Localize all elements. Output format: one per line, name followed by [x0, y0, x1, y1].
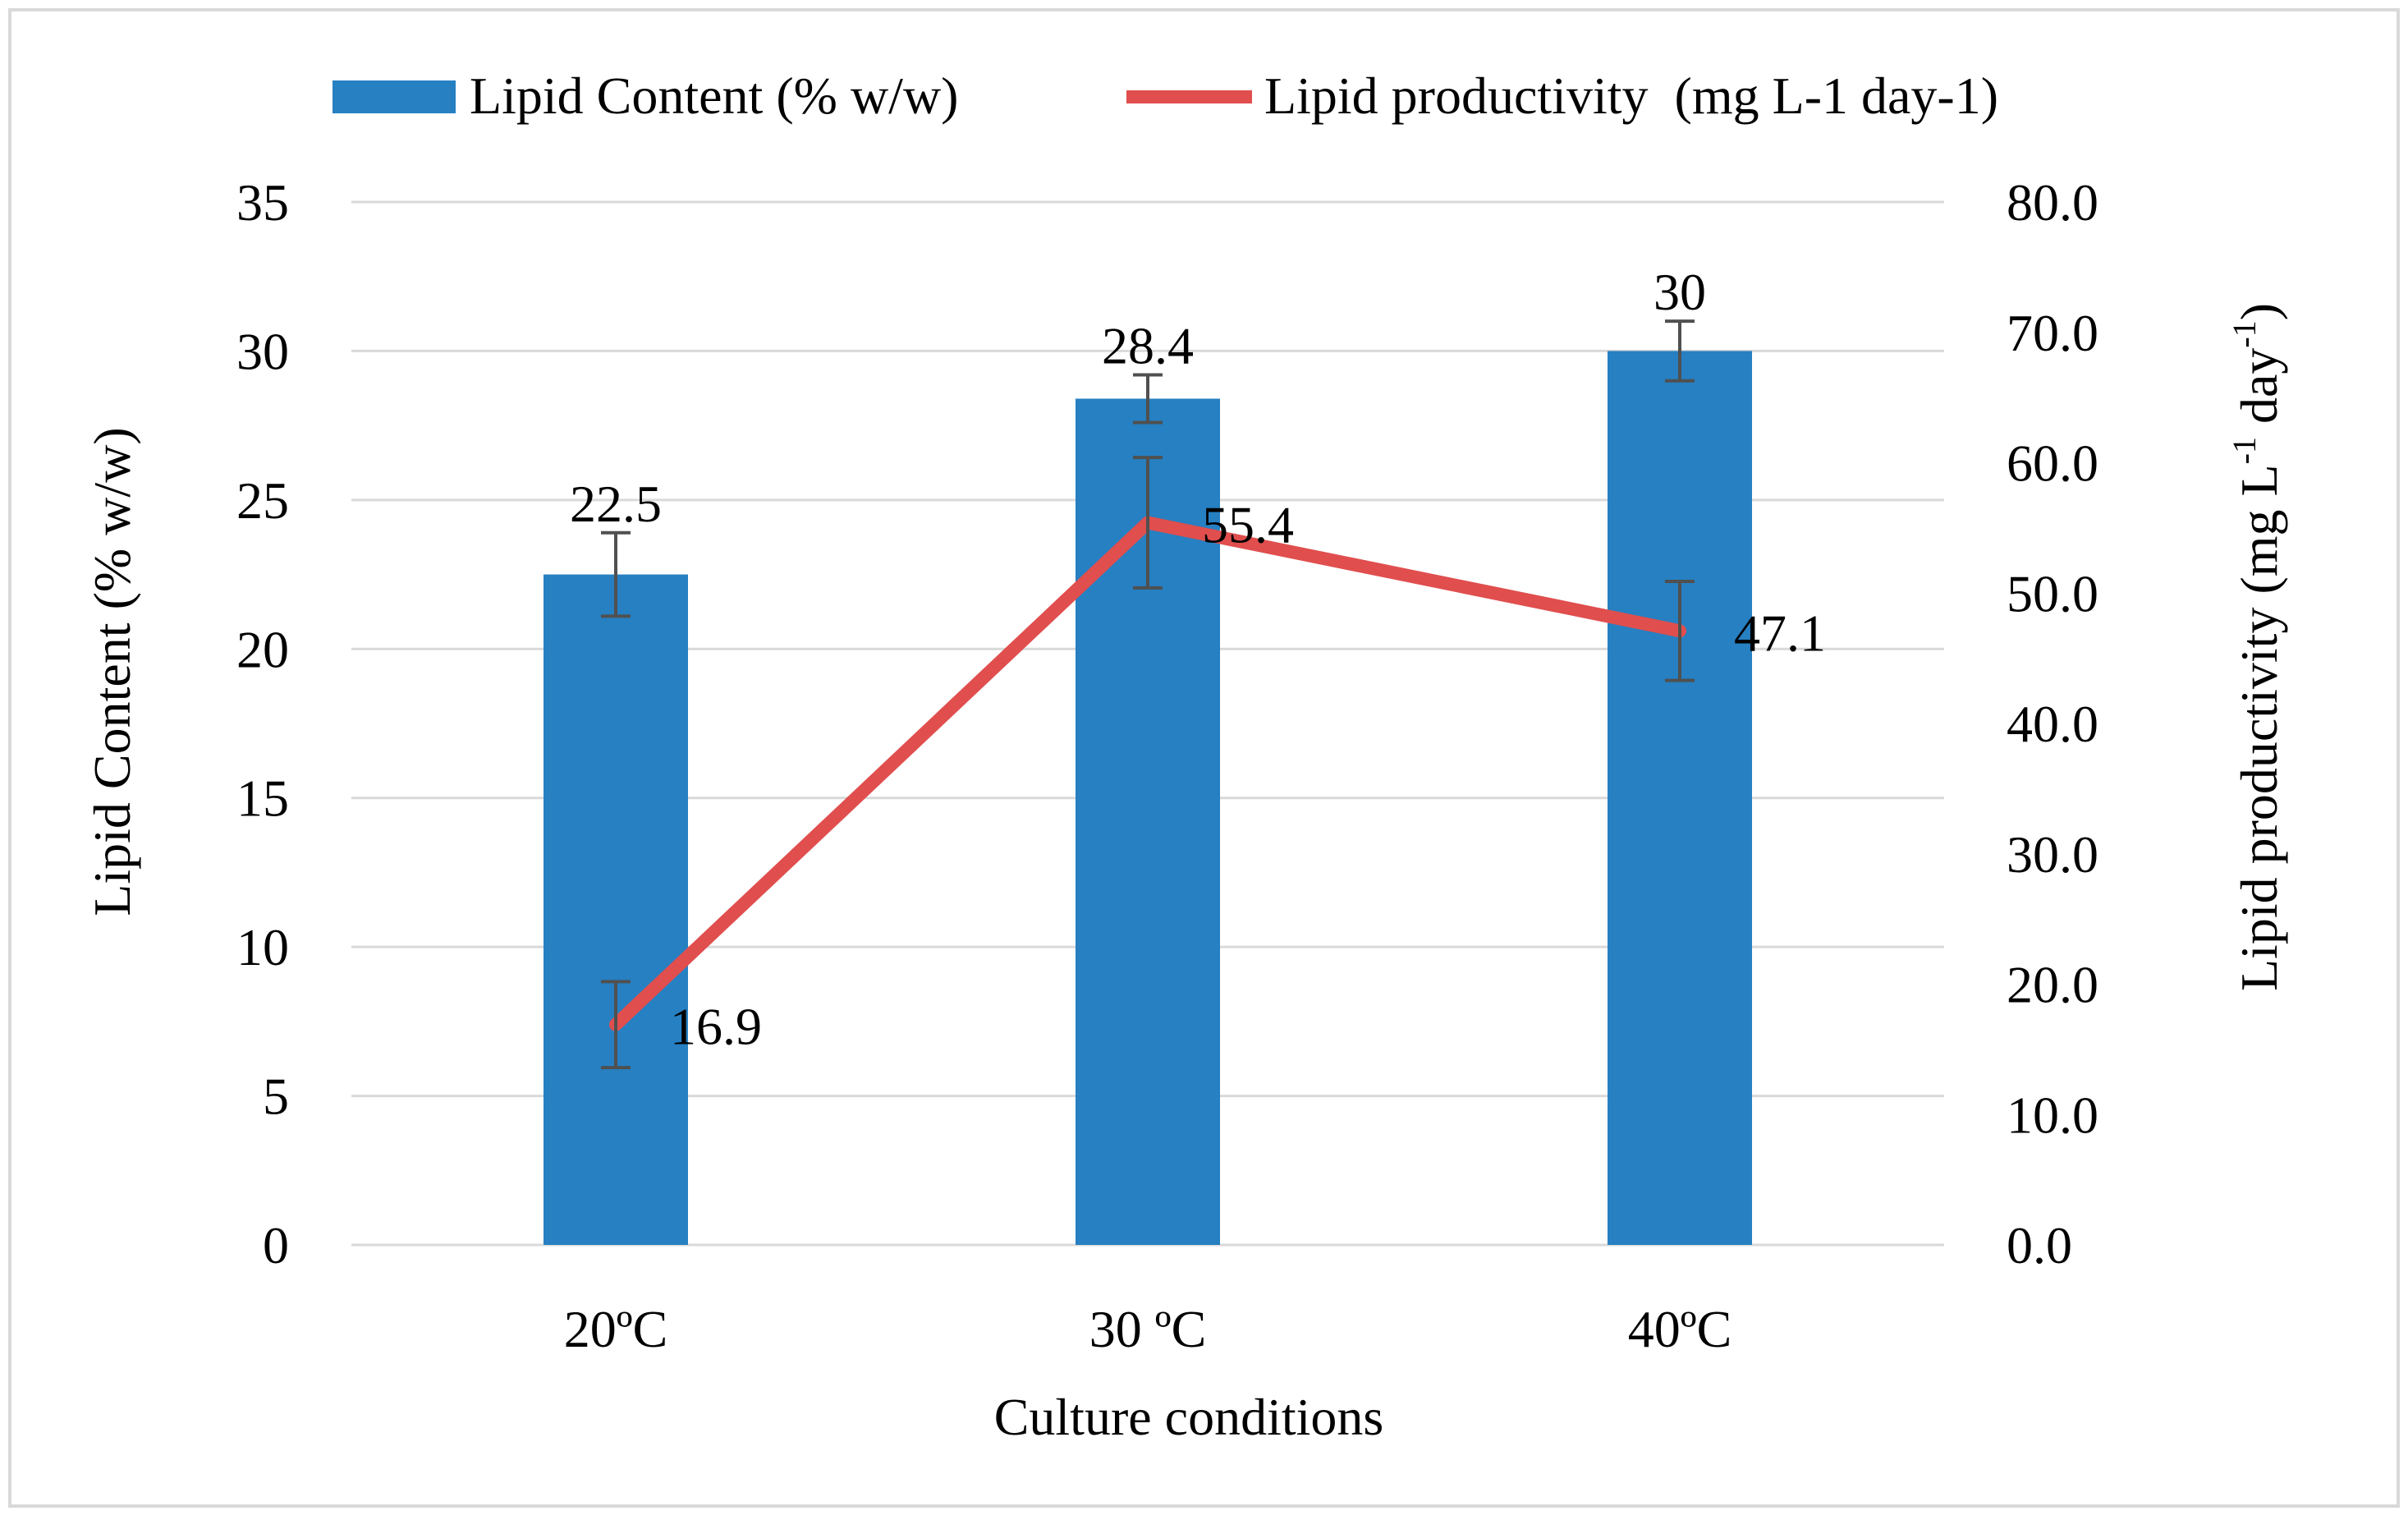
bar-error-bar — [1665, 319, 1695, 383]
left-tick-label: 30 — [236, 322, 289, 380]
bar — [1608, 351, 1752, 1245]
line-data-label: 55.4 — [1202, 496, 1294, 554]
left-axis-title: Lipid Content (% w/w) — [83, 427, 141, 916]
left-tick-label: 25 — [236, 471, 289, 530]
right-axis-title-sup2: -1 — [2226, 320, 2263, 347]
bar-error-bars — [601, 319, 1695, 618]
right-tick-label: 0.0 — [2007, 1216, 2072, 1274]
bar-error-bar — [601, 530, 631, 618]
right-axis-ticks: 0.0 10.0 20.0 30.0 40.0 50.0 60.0 70.0 80.0 — [2007, 173, 2098, 1274]
line-error-bar — [1133, 456, 1163, 590]
category-labels: 20ºC 30 ºC 40ºC — [564, 1300, 1732, 1358]
right-tick-label: 10.0 — [2007, 1086, 2098, 1144]
bar-data-label: 28.4 — [1102, 316, 1194, 374]
left-tick-label: 5 — [263, 1068, 289, 1126]
right-axis-title-mid: day — [2230, 348, 2288, 437]
bar-error-bar — [1133, 373, 1163, 425]
left-tick-label: 20 — [236, 620, 289, 678]
right-tick-label: 80.0 — [2007, 173, 2098, 232]
left-tick-label: 0 — [263, 1216, 289, 1274]
x-axis-title: Culture conditions — [994, 1388, 1384, 1446]
legend-line-label: Lipid productivity (mg L-1 day-1) — [1264, 67, 1998, 125]
left-axis-ticks: 0 5 10 15 20 25 30 35 — [236, 173, 289, 1274]
category-label: 20ºC — [564, 1300, 668, 1358]
right-tick-label: 50.0 — [2007, 564, 2098, 622]
legend: Lipid Content (% w/w) Lipid productivity… — [333, 67, 1998, 125]
right-tick-label: 40.0 — [2007, 695, 2098, 753]
bar-data-label: 30 — [1653, 263, 1706, 321]
category-label: 40ºC — [1628, 1300, 1732, 1358]
right-axis-title-end: ) — [2230, 303, 2288, 320]
bar-data-label: 22.5 — [570, 475, 662, 533]
line-error-bar — [1665, 579, 1695, 682]
left-tick-label: 35 — [236, 173, 289, 232]
line-data-label: 47.1 — [1734, 604, 1826, 662]
right-tick-label: 20.0 — [2007, 956, 2098, 1014]
legend-bar-label: Lipid Content (% w/w) — [470, 67, 958, 125]
data-labels: 22.5 28.4 30 16.9 55.4 47.1 — [570, 263, 1826, 1056]
right-tick-label: 30.0 — [2007, 825, 2098, 884]
left-tick-label: 10 — [236, 918, 289, 976]
left-tick-label: 15 — [236, 769, 289, 828]
right-tick-label: 70.0 — [2007, 304, 2098, 362]
legend-bar-swatch — [333, 80, 456, 113]
right-axis-title: Lipid productivity (mg L-1 day-1) — [2226, 303, 2288, 991]
bar — [544, 574, 688, 1245]
right-axis-title-main: Lipid productivity (mg L — [2230, 464, 2288, 991]
right-axis-title-sup1: -1 — [2226, 437, 2263, 464]
right-tick-label: 60.0 — [2007, 434, 2098, 493]
category-label: 30 ºC — [1089, 1300, 1207, 1358]
line-error-bar — [601, 980, 631, 1070]
line-data-label: 16.9 — [670, 998, 762, 1056]
line-error-bars — [601, 456, 1695, 1070]
